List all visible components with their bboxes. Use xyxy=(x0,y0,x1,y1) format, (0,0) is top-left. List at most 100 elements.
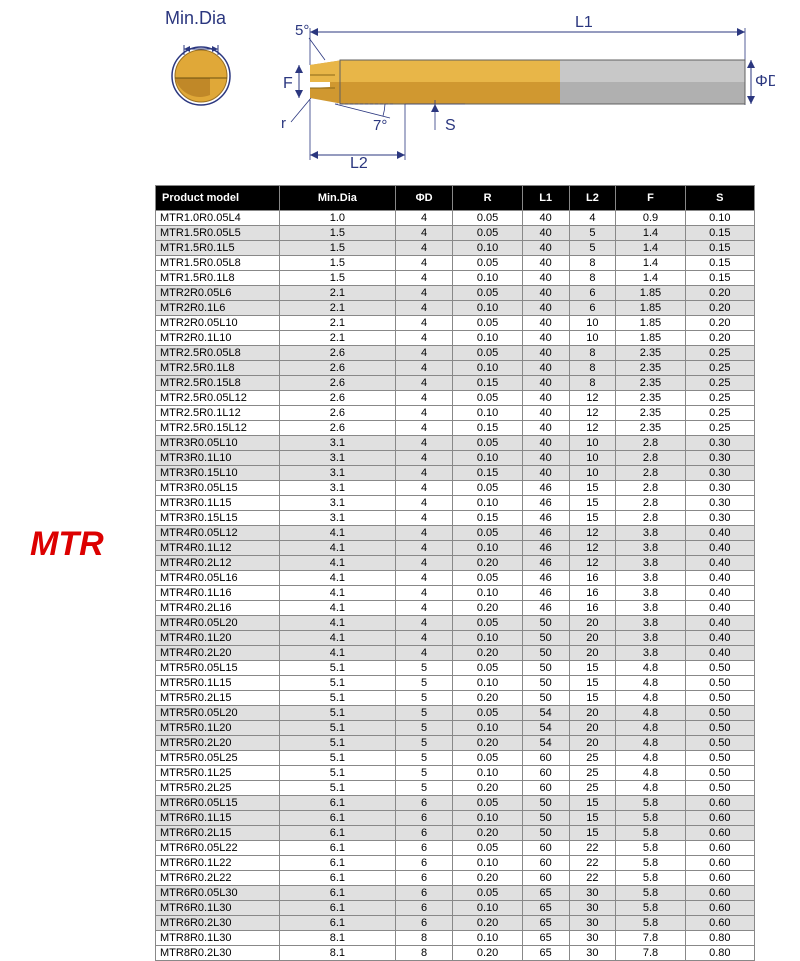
table-cell: 50 xyxy=(522,646,569,661)
table-header-row: Product model Min.Dia ΦD R L1 L2 F S xyxy=(156,186,755,211)
table-row: MTR3R0.1L153.140.1046152.80.30 xyxy=(156,496,755,511)
table-cell: 0.10 xyxy=(453,331,522,346)
table-row: MTR4R0.05L124.140.0546123.80.40 xyxy=(156,526,755,541)
table-cell: MTR5R0.05L20 xyxy=(156,706,280,721)
table-cell: 8.1 xyxy=(280,946,396,961)
table-cell: 5 xyxy=(395,661,453,676)
table-cell: 6.1 xyxy=(280,826,396,841)
table-row: MTR1.5R0.05L51.540.054051.40.15 xyxy=(156,226,755,241)
table-cell: 3.8 xyxy=(616,616,685,631)
table-row: MTR1.0R0.05L41.040.054040.90.10 xyxy=(156,211,755,226)
table-cell: 0.15 xyxy=(685,226,754,241)
col-phi-d: ΦD xyxy=(395,186,453,211)
table-row: MTR2.5R0.15L122.640.1540122.350.25 xyxy=(156,421,755,436)
table-cell: 0.05 xyxy=(453,526,522,541)
table-cell: 40 xyxy=(522,406,569,421)
table-cell: 1.85 xyxy=(616,301,685,316)
table-cell: 30 xyxy=(569,901,616,916)
table-cell: 6 xyxy=(395,871,453,886)
table-cell: 0.50 xyxy=(685,721,754,736)
table-cell: 50 xyxy=(522,661,569,676)
table-row: MTR1.5R0.1L81.540.104081.40.15 xyxy=(156,271,755,286)
table-cell: 0.20 xyxy=(453,691,522,706)
angle-7-label: 7° xyxy=(373,117,387,134)
table-cell: 1.85 xyxy=(616,286,685,301)
table-cell: 5 xyxy=(569,241,616,256)
table-cell: 40 xyxy=(522,421,569,436)
table-cell: 8 xyxy=(569,376,616,391)
s-dim-label: S xyxy=(445,117,456,134)
table-cell: 4 xyxy=(395,496,453,511)
table-cell: 3.8 xyxy=(616,631,685,646)
table-cell: 5 xyxy=(395,766,453,781)
table-cell: 0.10 xyxy=(453,241,522,256)
table-cell: 3.1 xyxy=(280,496,396,511)
table-cell: 3.8 xyxy=(616,571,685,586)
table-cell: 7.8 xyxy=(616,931,685,946)
table-cell: 15 xyxy=(569,796,616,811)
table-cell: 4 xyxy=(395,511,453,526)
table-cell: MTR2.5R0.15L8 xyxy=(156,376,280,391)
table-cell: 5.8 xyxy=(616,796,685,811)
table-cell: 2.35 xyxy=(616,361,685,376)
table-cell: 2.6 xyxy=(280,361,396,376)
table-row: MTR6R0.2L306.160.2065305.80.60 xyxy=(156,916,755,931)
table-cell: 0.25 xyxy=(685,376,754,391)
table-cell: 15 xyxy=(569,826,616,841)
table-cell: 5 xyxy=(395,706,453,721)
table-cell: 20 xyxy=(569,706,616,721)
table-cell: 5 xyxy=(395,781,453,796)
table-cell: 60 xyxy=(522,871,569,886)
table-cell: 4 xyxy=(395,451,453,466)
table-cell: MTR6R0.2L22 xyxy=(156,871,280,886)
table-cell: 4 xyxy=(395,376,453,391)
table-cell: 5.8 xyxy=(616,886,685,901)
table-cell: 40 xyxy=(522,241,569,256)
table-cell: 5.1 xyxy=(280,766,396,781)
table-cell: 4.1 xyxy=(280,631,396,646)
table-cell: 40 xyxy=(522,331,569,346)
table-cell: 2.1 xyxy=(280,316,396,331)
table-cell: 10 xyxy=(569,331,616,346)
table-cell: 1.5 xyxy=(280,226,396,241)
table-cell: MTR2.5R0.05L12 xyxy=(156,391,280,406)
table-cell: 4 xyxy=(395,286,453,301)
table-cell: 4.1 xyxy=(280,586,396,601)
table-cell: 5.8 xyxy=(616,856,685,871)
table-cell: 25 xyxy=(569,781,616,796)
table-cell: 46 xyxy=(522,496,569,511)
table-cell: 16 xyxy=(569,601,616,616)
table-cell: 2.35 xyxy=(616,346,685,361)
table-cell: 20 xyxy=(569,616,616,631)
table-cell: 0.80 xyxy=(685,946,754,961)
table-cell: 6.1 xyxy=(280,796,396,811)
table-cell: MTR2R0.05L10 xyxy=(156,316,280,331)
table-cell: 0.05 xyxy=(453,391,522,406)
table-cell: MTR6R0.2L15 xyxy=(156,826,280,841)
table-cell: 0.50 xyxy=(685,691,754,706)
table-cell: 5.1 xyxy=(280,751,396,766)
table-cell: 0.20 xyxy=(453,916,522,931)
table-cell: 0.50 xyxy=(685,706,754,721)
table-cell: 0.10 xyxy=(453,901,522,916)
table-cell: 12 xyxy=(569,406,616,421)
table-cell: 0.05 xyxy=(453,481,522,496)
table-cell: MTR5R0.2L20 xyxy=(156,736,280,751)
table-cell: MTR1.5R0.05L5 xyxy=(156,226,280,241)
table-cell: 54 xyxy=(522,706,569,721)
table-cell: 0.50 xyxy=(685,736,754,751)
table-cell: MTR3R0.15L10 xyxy=(156,466,280,481)
table-cell: 25 xyxy=(569,766,616,781)
table-cell: 1.85 xyxy=(616,316,685,331)
table-cell: 15 xyxy=(569,481,616,496)
table-cell: 4.8 xyxy=(616,721,685,736)
angle-5-label: 5° xyxy=(295,22,309,39)
table-cell: 0.05 xyxy=(453,211,522,226)
table-cell: 12 xyxy=(569,526,616,541)
table-cell: 10 xyxy=(569,316,616,331)
table-cell: 0.10 xyxy=(453,856,522,871)
table-row: MTR2.5R0.1L82.640.104082.350.25 xyxy=(156,361,755,376)
table-cell: MTR6R0.1L22 xyxy=(156,856,280,871)
table-cell: 1.5 xyxy=(280,271,396,286)
table-cell: MTR6R0.2L30 xyxy=(156,916,280,931)
